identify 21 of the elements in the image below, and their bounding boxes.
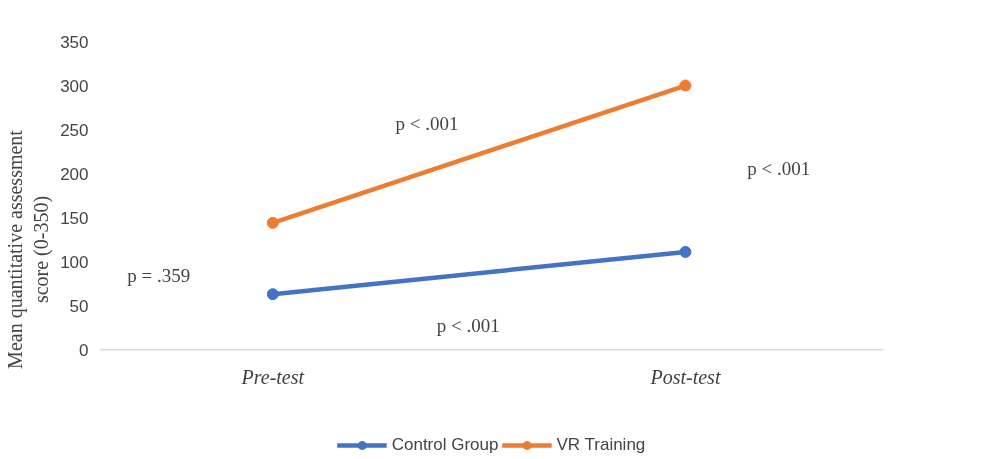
y-tick-label: 200 (60, 164, 89, 184)
point (266, 288, 279, 301)
point (266, 216, 279, 229)
annotation: p = .359 (127, 265, 191, 287)
annotation: p < .001 (395, 112, 459, 134)
annotation: p < .001 (747, 158, 811, 180)
legend-label: VR Training (556, 435, 646, 455)
point (679, 79, 692, 92)
x-tick-label: Post-test (649, 366, 721, 389)
y-axis-title: Mean quantitative assessment score (0-350) (3, 129, 54, 369)
y-tick-label: 300 (60, 76, 89, 96)
y-tick-label: 50 (69, 296, 89, 316)
y-tick-label: 250 (60, 120, 89, 140)
y-tick-label: 150 (60, 208, 89, 228)
point (679, 245, 692, 258)
y-tick-label: 100 (60, 252, 89, 272)
annotation: p < .001 (436, 315, 500, 337)
x-tick-label: Pre-test (240, 366, 305, 389)
y-tick-label: 350 (60, 32, 89, 52)
legend-label: Control Group (391, 435, 499, 455)
y-tick-label: 0 (79, 340, 89, 360)
